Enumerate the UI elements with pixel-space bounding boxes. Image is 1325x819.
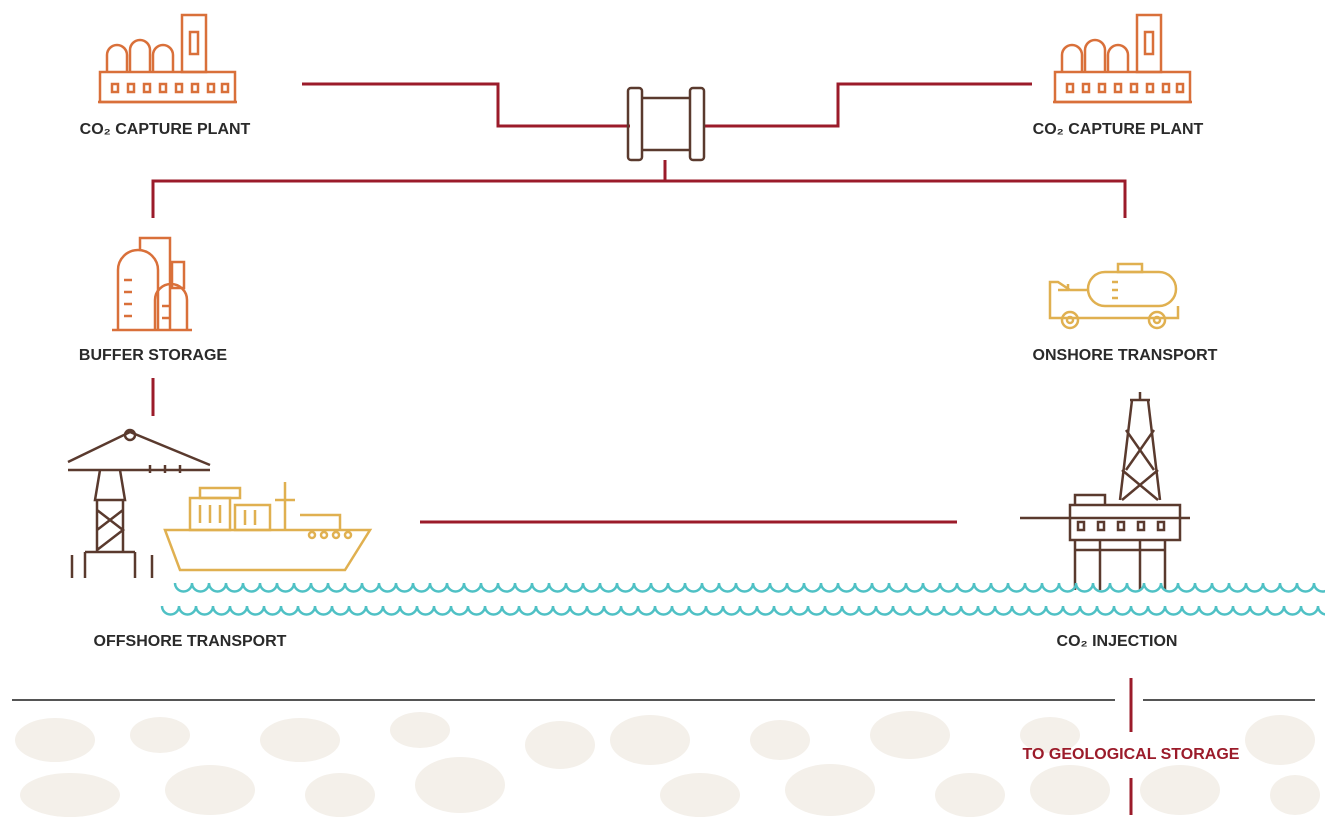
crane-icon — [68, 430, 210, 578]
rig-icon — [1020, 392, 1190, 590]
pipelines — [153, 84, 1131, 815]
node-label: CO₂ CAPTURE PLANT — [1033, 121, 1204, 138]
diagram: CO₂ CAPTURE PLANT CO₂ CAPTURE PLANT BUFF… — [0, 0, 1325, 819]
node-label: CO₂ INJECTION — [1057, 633, 1178, 650]
wave — [162, 606, 1325, 615]
wave — [175, 583, 1325, 592]
buffer-storage-icon — [112, 238, 192, 330]
sea-waves — [162, 583, 1325, 615]
ground-pebbles — [15, 711, 1320, 817]
ship-icon — [165, 482, 370, 570]
capture-plant-icon — [98, 15, 237, 102]
truck-icon — [1050, 264, 1178, 328]
node-label: CO₂ CAPTURE PLANT — [80, 121, 251, 138]
node-label: ONSHORE TRANSPORT — [1033, 347, 1218, 364]
storage-label: TO GEOLOGICAL STORAGE — [1023, 746, 1240, 763]
valve-icon — [628, 88, 704, 160]
node-label: OFFSHORE TRANSPORT — [94, 633, 287, 650]
node-label: BUFFER STORAGE — [79, 347, 227, 364]
capture-plant-icon — [1053, 15, 1192, 102]
